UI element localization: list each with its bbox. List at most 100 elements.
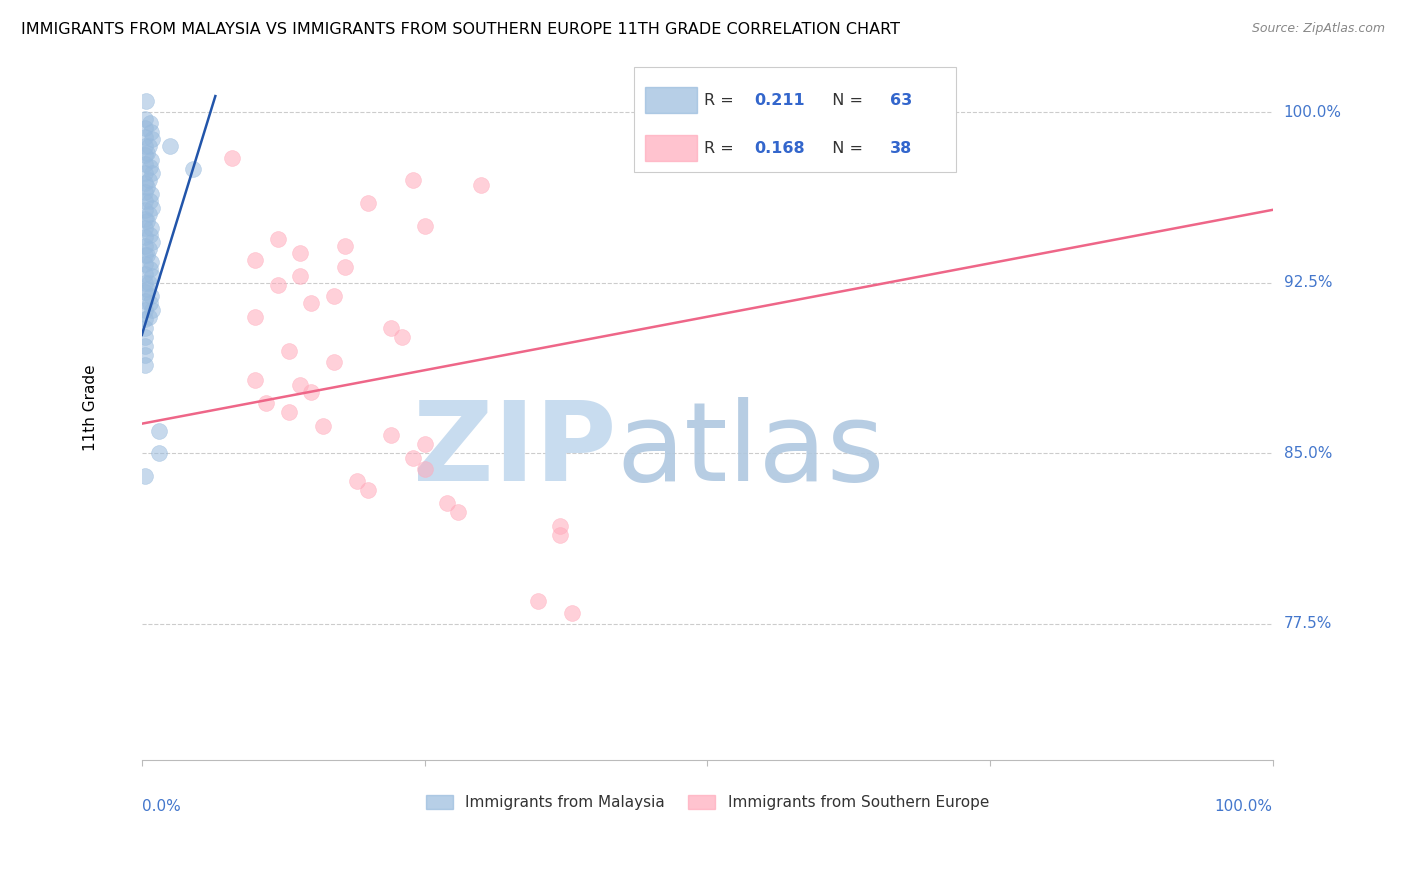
Text: IMMIGRANTS FROM MALAYSIA VS IMMIGRANTS FROM SOUTHERN EUROPE 11TH GRADE CORRELATI: IMMIGRANTS FROM MALAYSIA VS IMMIGRANTS F… — [21, 22, 900, 37]
Point — [134, 185, 156, 199]
Text: N =: N = — [823, 141, 869, 156]
Point — [470, 178, 492, 192]
Point — [134, 166, 156, 180]
Point — [138, 310, 160, 324]
Text: 100.0%: 100.0% — [1284, 104, 1341, 120]
Text: Source: ZipAtlas.com: Source: ZipAtlas.com — [1251, 22, 1385, 36]
Point — [288, 246, 311, 260]
Point — [134, 148, 156, 162]
Point — [548, 528, 571, 542]
Text: 92.5%: 92.5% — [1284, 275, 1333, 290]
Point — [357, 483, 380, 497]
Point — [134, 230, 156, 244]
Point — [134, 293, 156, 308]
Point — [402, 450, 425, 465]
Point — [436, 496, 458, 510]
Point — [141, 132, 163, 146]
Point — [134, 139, 156, 153]
Point — [413, 437, 436, 451]
Point — [139, 262, 162, 277]
FancyBboxPatch shape — [634, 67, 956, 171]
Text: ZIP: ZIP — [413, 397, 617, 504]
Point — [139, 186, 162, 201]
FancyBboxPatch shape — [645, 87, 697, 112]
Point — [134, 358, 156, 372]
Text: N =: N = — [823, 93, 869, 108]
Point — [134, 330, 156, 344]
Point — [335, 260, 357, 274]
FancyBboxPatch shape — [645, 135, 697, 161]
Point — [139, 153, 162, 167]
Text: R =: R = — [703, 93, 738, 108]
Text: atlas: atlas — [617, 397, 886, 504]
Text: 38: 38 — [890, 141, 912, 156]
Point — [301, 296, 323, 310]
Point — [159, 139, 181, 153]
Point — [134, 285, 156, 299]
Text: 77.5%: 77.5% — [1284, 616, 1331, 632]
Text: R =: R = — [703, 141, 738, 156]
Point — [134, 157, 156, 171]
Point — [139, 116, 162, 130]
Point — [138, 242, 160, 256]
Point — [277, 343, 299, 358]
Point — [138, 173, 160, 187]
Point — [526, 594, 548, 608]
Point — [181, 161, 204, 176]
Point — [134, 120, 156, 135]
Point — [254, 396, 277, 410]
Point — [148, 446, 170, 460]
Point — [134, 211, 156, 226]
Point — [136, 283, 159, 297]
Point — [134, 321, 156, 335]
Point — [141, 166, 163, 180]
Point — [346, 474, 368, 488]
Point — [139, 194, 162, 208]
Text: 100.0%: 100.0% — [1215, 799, 1272, 814]
Point — [141, 268, 163, 283]
Point — [138, 276, 160, 290]
Point — [391, 330, 413, 344]
Point — [277, 405, 299, 419]
Point — [134, 221, 156, 235]
Point — [243, 252, 266, 267]
Point — [135, 94, 157, 108]
Point — [139, 160, 162, 174]
Point — [134, 312, 156, 326]
Point — [136, 248, 159, 262]
Point — [413, 462, 436, 476]
Point — [138, 139, 160, 153]
Point — [141, 302, 163, 317]
Point — [141, 235, 163, 249]
Point — [380, 321, 402, 335]
Point — [139, 296, 162, 310]
Point — [134, 302, 156, 317]
Point — [402, 173, 425, 187]
Point — [380, 428, 402, 442]
Point — [134, 348, 156, 362]
Point — [134, 276, 156, 290]
Point — [138, 207, 160, 221]
Point — [134, 267, 156, 281]
Point — [266, 277, 288, 292]
Point — [832, 100, 855, 114]
Point — [148, 424, 170, 438]
Point — [323, 355, 346, 369]
Point — [139, 255, 162, 269]
Text: 0.168: 0.168 — [755, 141, 806, 156]
Point — [335, 239, 357, 253]
Point — [288, 268, 311, 283]
Point — [139, 289, 162, 303]
Point — [134, 202, 156, 217]
Point — [136, 214, 159, 228]
Point — [323, 289, 346, 303]
Point — [288, 378, 311, 392]
Point — [357, 196, 380, 211]
Point — [134, 257, 156, 271]
Point — [561, 606, 583, 620]
Point — [134, 248, 156, 262]
Point — [136, 180, 159, 194]
Point — [139, 221, 162, 235]
Point — [134, 112, 156, 126]
Text: 0.211: 0.211 — [755, 93, 806, 108]
